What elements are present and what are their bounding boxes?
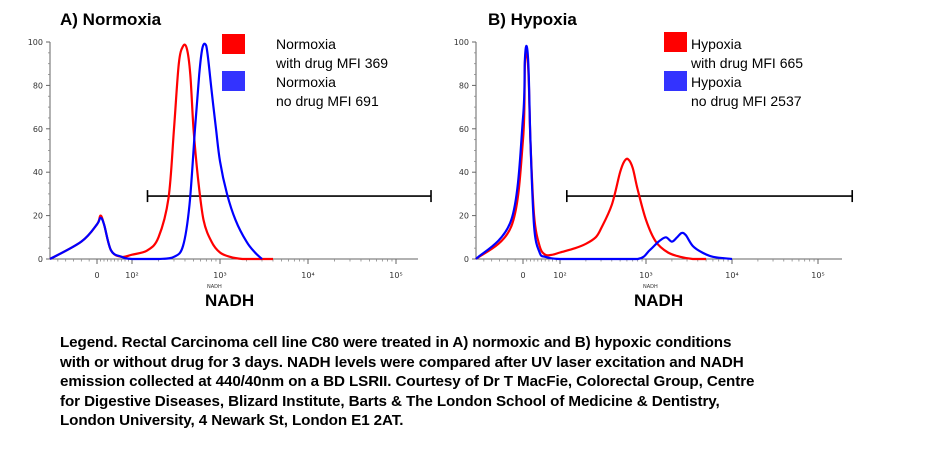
x-tick-label: 10⁴	[725, 271, 738, 280]
y-tick-label: 40	[459, 168, 469, 177]
y-tick-label: 100	[454, 38, 469, 47]
y-tick-label: 0	[464, 255, 469, 264]
y-tick-label: 60	[33, 125, 43, 134]
x-tick-label: 0	[520, 271, 525, 280]
legend: Hypoxia with drug MFI 665 Hypoxia no dru…	[664, 32, 803, 109]
legend-text: no drug MFI 2537	[691, 93, 802, 109]
legend-text: Normoxia	[276, 74, 336, 90]
legend-swatch-blue	[222, 71, 245, 91]
x-axis-label: NADH	[205, 291, 254, 310]
y-tick-label: 20	[459, 212, 469, 221]
axis-title-small: NADH	[643, 284, 658, 290]
legend-text: Normoxia	[276, 36, 336, 52]
axis-ticks: 0 20 40 60 80 100 0 10² 10³ 10⁴ 10⁵	[454, 38, 842, 280]
caption-line: for Digestive Diseases, Blizard Institut…	[60, 392, 720, 410]
legend-swatch-red	[222, 34, 245, 54]
panel-title: A) Normoxia	[60, 10, 162, 29]
y-tick-label: 20	[33, 212, 43, 221]
caption-line: Legend. Rectal Carcinoma cell line C80 w…	[60, 334, 732, 351]
legend-text: with drug MFI 369	[275, 55, 388, 71]
axis-title-small: NADH	[207, 284, 222, 290]
x-tick-label: 10⁵	[389, 271, 402, 280]
gate-marker	[566, 190, 854, 203]
gate-marker	[146, 190, 432, 203]
y-tick-label: 80	[459, 81, 469, 90]
legend-swatch-blue	[664, 71, 687, 91]
histogram-curves	[49, 42, 273, 261]
panel-title: B) Hypoxia	[488, 10, 577, 29]
panel-hypoxia: B) Hypoxia 0 20 40 60 80 100 0 10² 10³ 10⁴ 10⁵ NAD…	[454, 10, 854, 310]
figure-caption: Legend. Rectal Carcinoma cell line C80 w…	[60, 333, 935, 431]
x-tick-label: 10⁴	[301, 271, 314, 280]
legend: Normoxia with drug MFI 369 Normoxia no d…	[222, 34, 388, 109]
x-tick-label: 10⁵	[811, 271, 824, 280]
histogram-curves	[475, 44, 733, 261]
y-tick-label: 80	[33, 81, 43, 90]
legend-text: no drug MFI 691	[276, 93, 379, 109]
legend-text: Hypoxia	[691, 74, 742, 90]
x-tick-label: 0	[94, 271, 99, 280]
series-line-no-drug	[475, 44, 733, 261]
caption-line: emission collected at 440/40nm on a BD L…	[60, 373, 755, 390]
legend-text: with drug MFI 665	[690, 55, 803, 71]
y-tick-label: 40	[33, 168, 43, 177]
x-tick-label: 10²	[125, 271, 138, 280]
x-tick-label: 10³	[639, 271, 652, 280]
caption-line: London University, 4 Newark St, London E…	[60, 412, 404, 429]
legend-swatch-red	[664, 32, 687, 52]
caption-line: with or without drug for 3 days. NADH le…	[60, 353, 744, 371]
legend-text: Hypoxia	[691, 36, 742, 52]
series-line-no-drug	[49, 42, 263, 261]
x-tick-label: 10³	[213, 271, 226, 280]
x-tick-label: 10²	[553, 271, 566, 280]
axis-ticks: 0 20 40 60 80 100 0 10² 10³ 10⁴ 10⁵	[28, 38, 418, 280]
y-tick-label: 100	[28, 38, 43, 47]
y-tick-label: 0	[38, 255, 43, 264]
y-tick-label: 60	[459, 125, 469, 134]
panel-normoxia: A) Normoxia 0 20 40 60 80 100 0 10² 10³ 10⁴ 10⁵ NA…	[28, 10, 432, 310]
x-axis-label: NADH	[634, 291, 683, 310]
